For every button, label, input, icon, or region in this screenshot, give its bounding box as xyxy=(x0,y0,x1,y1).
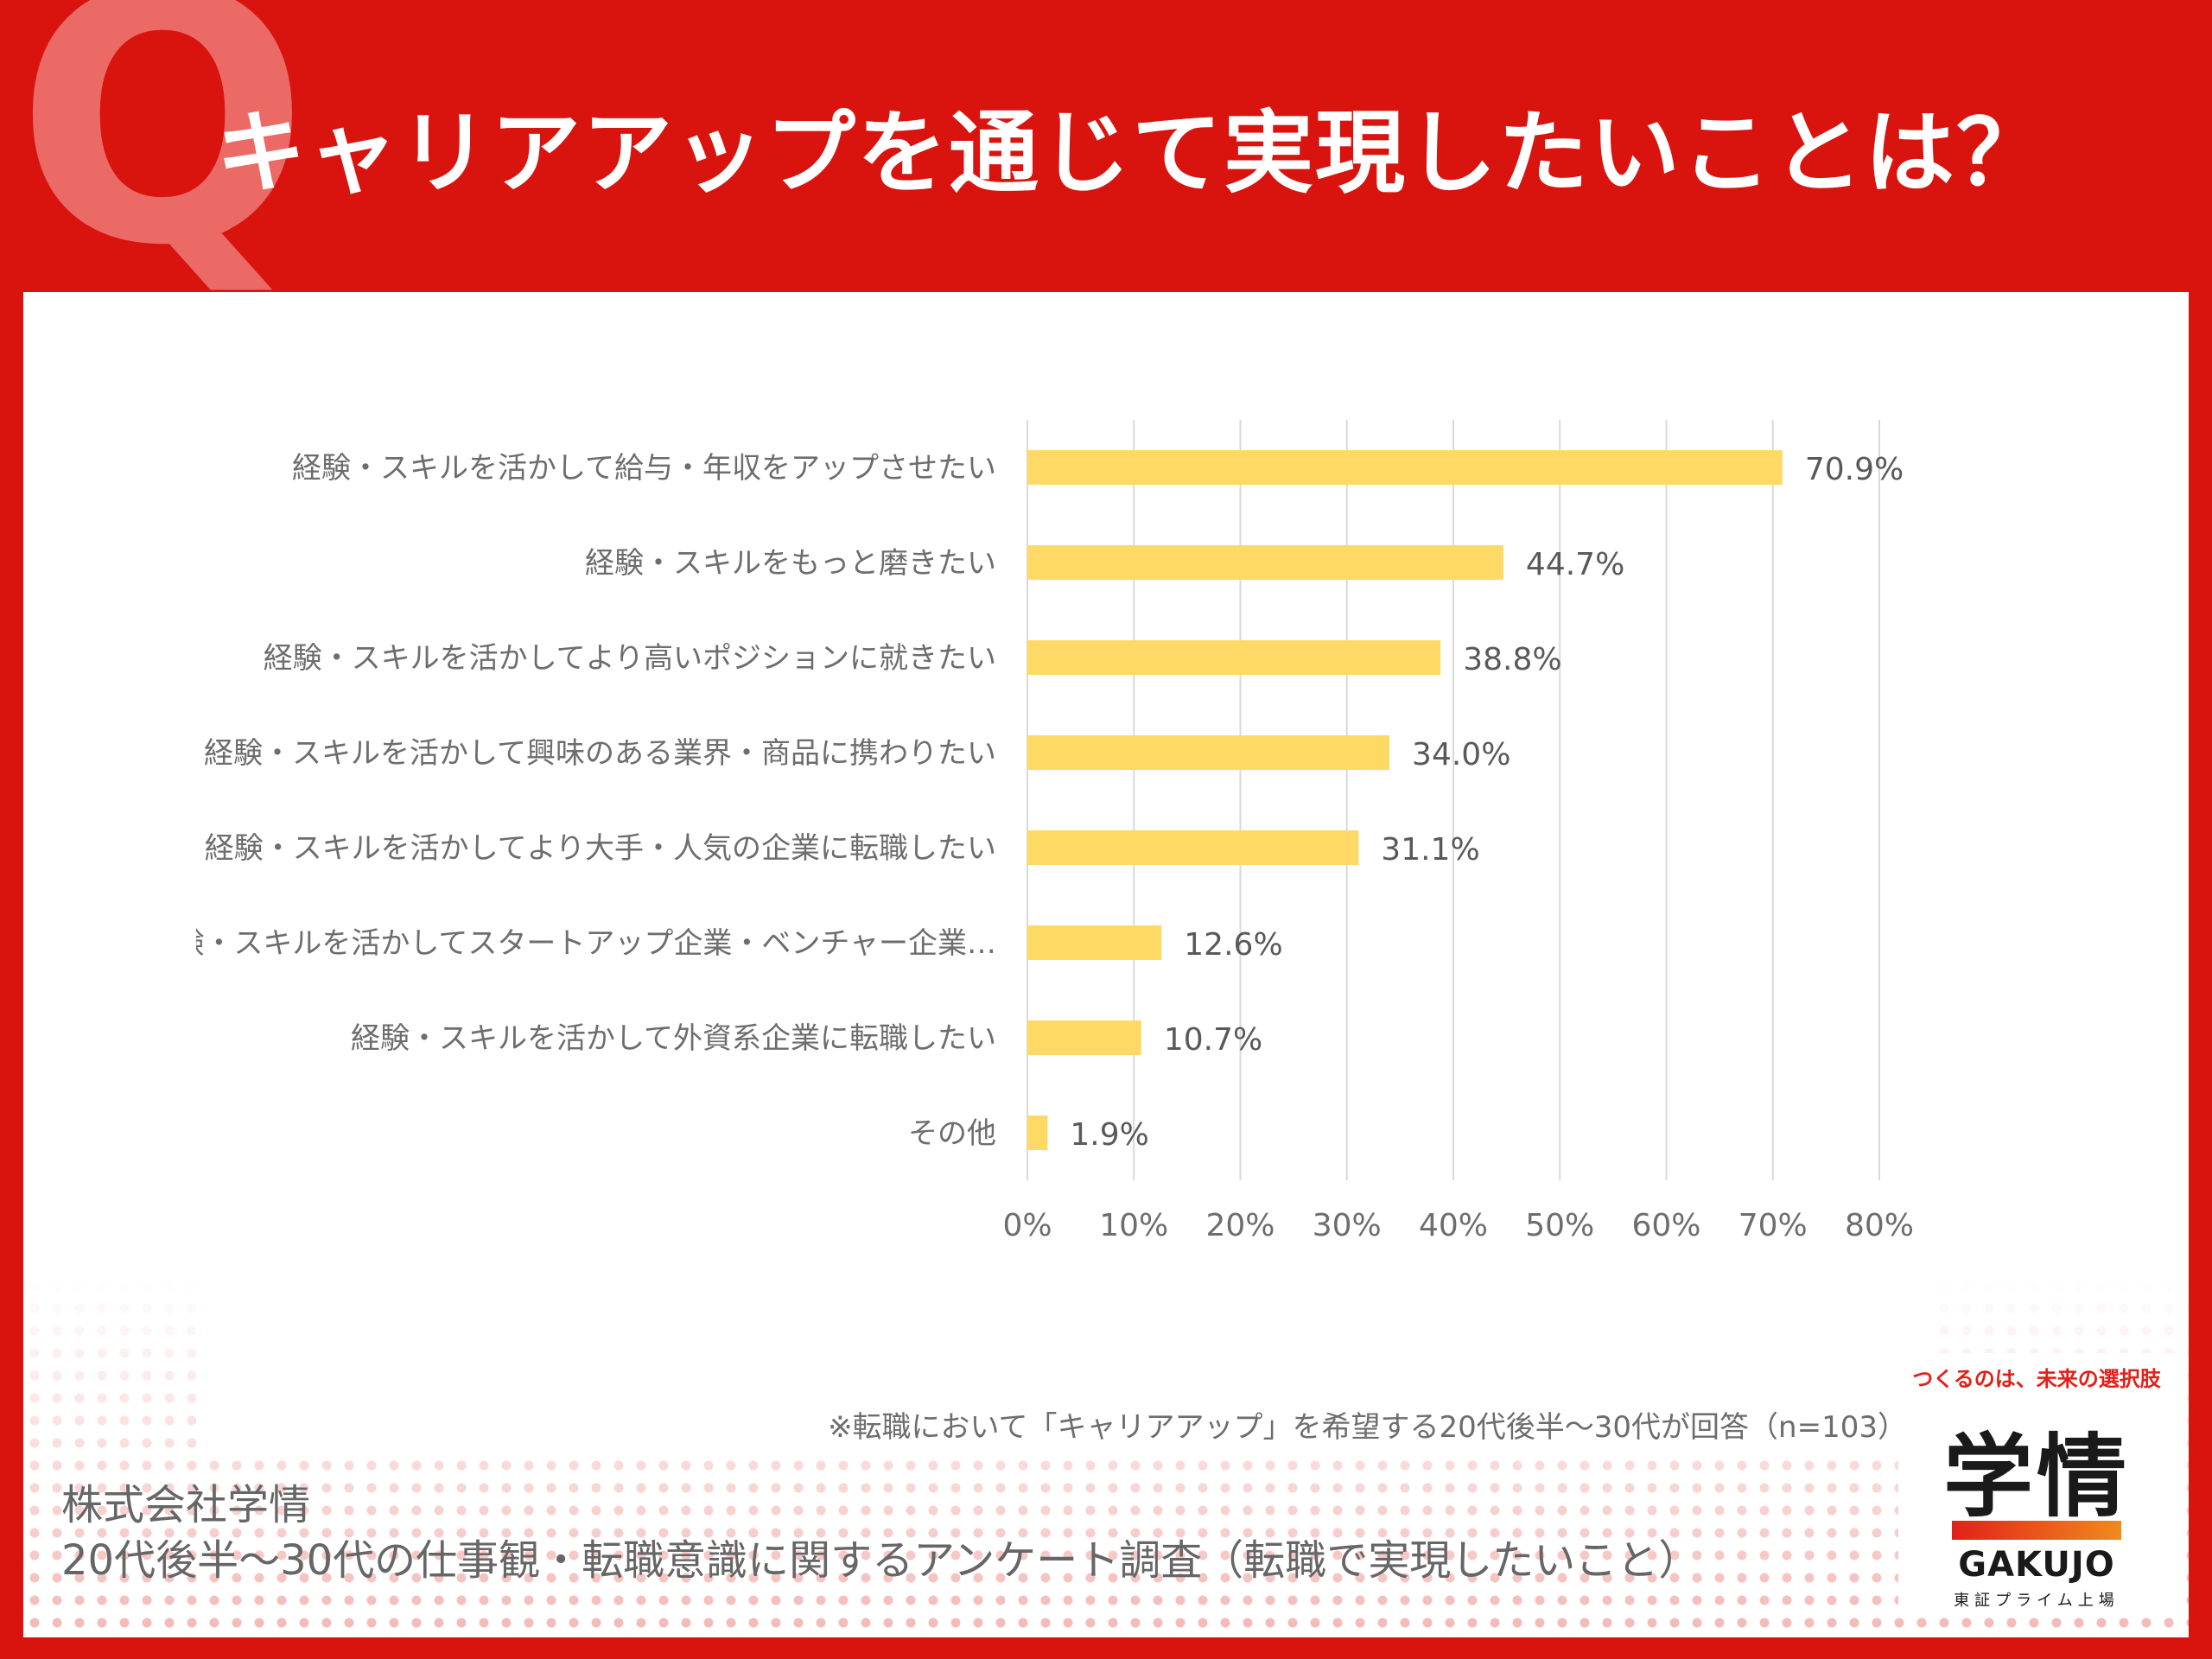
value-label: 12.6% xyxy=(1184,927,1282,963)
category-label: 経験・スキルを活かして外資系企業に転職したい xyxy=(351,1021,996,1056)
value-label: 1.9% xyxy=(1070,1117,1148,1153)
logo-subtitle: 東証プライム上場 xyxy=(1954,1592,2120,1610)
bar xyxy=(1027,450,1783,485)
x-tick-label: 30% xyxy=(1313,1208,1382,1243)
logo-kanji: 学情 xyxy=(1942,1424,2130,1529)
logo-gradient-bar xyxy=(1952,1521,2121,1540)
value-label: 44.7% xyxy=(1526,547,1624,582)
x-tick-label: 40% xyxy=(1419,1208,1488,1243)
bar xyxy=(1027,925,1162,960)
value-label: 10.7% xyxy=(1164,1022,1262,1058)
category-label: 経験・スキルを活かしてスタートアップ企業・ベンチャー企業… xyxy=(196,926,996,961)
x-tick-label: 70% xyxy=(1738,1208,1808,1243)
x-tick-label: 60% xyxy=(1631,1208,1700,1243)
value-label: 31.1% xyxy=(1381,832,1479,868)
category-label: その他 xyxy=(908,1116,996,1151)
chart-area: 経験・スキルを活かして給与・年収をアップさせたい 70.9% 経験・スキルをもっと磨… xyxy=(196,403,1933,1448)
footer: 株式会社学情 20代後半～30代の仕事観・転職意識に関するアンケート調査（転職で… xyxy=(61,1478,1700,1588)
x-tick-label: 0% xyxy=(1002,1208,1052,1243)
category-label: 経験・スキルを活かしてより大手・人気の企業に転職したい xyxy=(205,831,996,866)
category-label: 経験・スキルを活かして給与・年収をアップさせたい xyxy=(292,451,996,486)
q-mark: Q xyxy=(16,0,310,321)
x-tick-label: 10% xyxy=(1099,1208,1168,1243)
value-label: 34.0% xyxy=(1412,737,1510,772)
category-label: 経験・スキルをもっと磨きたい xyxy=(585,546,996,581)
value-label: 70.9% xyxy=(1805,452,1904,487)
value-label: 38.8% xyxy=(1463,642,1561,677)
bar xyxy=(1027,1020,1141,1055)
bar xyxy=(1027,545,1503,580)
content-panel: 経験・スキルを活かして給与・年収をアップさせたい 70.9% 経験・スキルをもっと磨… xyxy=(23,292,2189,1637)
gakujo-logo: つくるのは、未来の選択肢 学情 GAKUJO 東証プライム上場 xyxy=(1898,1353,2175,1612)
footer-survey-title: 20代後半～30代の仕事観・転職意識に関するアンケート調査（転職で実現したいこと… xyxy=(61,1536,1700,1585)
bar-chart: 経験・スキルを活かして給与・年収をアップさせたい 70.9% 経験・スキルをもっと磨… xyxy=(196,420,1914,1243)
bar xyxy=(1027,735,1390,770)
logo-roman: GAKUJO xyxy=(1958,1545,2115,1585)
x-tick-label: 20% xyxy=(1205,1208,1274,1243)
category-label: 経験・スキルを活かして興味のある業界・商品に携わりたい xyxy=(204,736,996,771)
bar xyxy=(1027,640,1441,675)
page-title: キャリアアップを通じて実現したいことは？ xyxy=(216,100,2049,206)
category-label: 経験・スキルを活かしてより高いポジションに就きたい xyxy=(264,641,996,676)
bar xyxy=(1027,830,1359,865)
header: Q キャリアアップを通じて実現したいことは？ xyxy=(0,0,2212,321)
bar xyxy=(1027,1116,1048,1150)
chart-note: ※転職において「キャリアアップ」を希望する20代後半～30代が回答（n=103） xyxy=(828,1410,1907,1445)
x-tick-label: 80% xyxy=(1845,1208,1914,1243)
x-tick-label: 50% xyxy=(1525,1208,1594,1243)
logo-tagline: つくるのは、未来の選択肢 xyxy=(1912,1367,2161,1391)
footer-company: 株式会社学情 xyxy=(61,1481,311,1529)
